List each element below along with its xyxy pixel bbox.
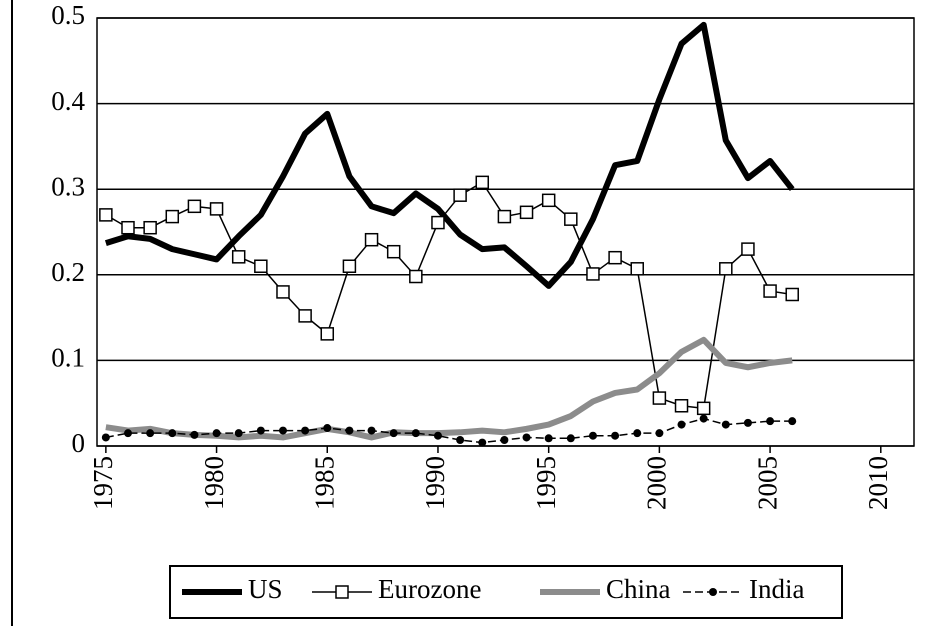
- point-marker: [544, 434, 553, 443]
- point-marker: [364, 232, 379, 247]
- x-tick-label: 2000: [642, 456, 672, 510]
- point-marker: [611, 431, 620, 440]
- point-marker: [788, 417, 797, 426]
- point-marker: [101, 433, 110, 442]
- point-marker: [588, 431, 597, 440]
- point-marker: [234, 429, 243, 438]
- point-marker: [655, 429, 664, 438]
- legend-label: US: [248, 574, 283, 604]
- legend-marker: [335, 585, 349, 599]
- point-marker: [741, 242, 755, 256]
- point-marker: [168, 429, 177, 438]
- point-marker: [187, 199, 202, 214]
- x-tick-label: 1995: [531, 456, 561, 510]
- x-tick-label: 2010: [863, 456, 893, 510]
- point-marker: [478, 438, 487, 447]
- point-marker: [146, 429, 155, 438]
- point-marker: [586, 267, 600, 281]
- point-marker: [608, 250, 622, 265]
- point-marker: [320, 327, 335, 341]
- point-marker: [763, 284, 777, 298]
- legend-label: India: [749, 574, 804, 604]
- y-tick-label: 0.2: [51, 257, 85, 287]
- point-marker: [674, 399, 689, 413]
- legend-marker: [709, 588, 717, 596]
- x-tick-label: 1990: [420, 456, 450, 510]
- x-tick-label: 1975: [88, 456, 118, 510]
- point-marker: [456, 436, 465, 445]
- point-marker: [475, 175, 490, 190]
- point-marker: [785, 287, 799, 302]
- point-marker: [123, 429, 132, 438]
- series-line: [105, 336, 793, 441]
- point-marker: [677, 420, 686, 429]
- point-marker: [719, 262, 733, 276]
- point-marker: [497, 209, 512, 224]
- x-tick-label: 1980: [199, 456, 229, 510]
- legend-box: [169, 565, 843, 619]
- point-marker: [699, 414, 708, 423]
- point-marker: [276, 285, 290, 299]
- point-marker: [256, 426, 265, 435]
- y-tick-label: 0.4: [51, 86, 85, 116]
- point-marker: [212, 429, 221, 438]
- point-marker: [433, 431, 442, 440]
- point-marker: [652, 391, 667, 405]
- legend-label: Eurozone: [378, 574, 481, 604]
- point-marker: [633, 429, 642, 438]
- point-marker: [99, 208, 113, 222]
- y-tick-label: 0.5: [51, 0, 85, 30]
- plot-border: [96, 17, 915, 447]
- point-marker: [522, 433, 531, 442]
- y-tick-label: 0: [72, 428, 86, 458]
- point-marker: [143, 220, 157, 235]
- point-marker: [342, 259, 357, 273]
- point-marker: [566, 434, 575, 443]
- point-marker: [743, 418, 752, 427]
- point-marker: [500, 436, 509, 445]
- y-tick-label: 0.3: [51, 171, 85, 201]
- point-marker: [345, 426, 354, 435]
- y-tick-label: 0.1: [51, 343, 85, 373]
- point-marker: [278, 426, 287, 435]
- point-marker: [696, 401, 711, 416]
- point-marker: [409, 269, 423, 284]
- point-marker: [519, 205, 534, 220]
- series-line: [104, 21, 795, 289]
- x-tick-label: 2005: [752, 456, 782, 510]
- point-marker: [323, 424, 332, 433]
- point-marker: [453, 188, 467, 202]
- point-marker: [411, 429, 420, 438]
- legend-label: China: [606, 574, 671, 604]
- point-marker: [541, 193, 556, 208]
- point-marker: [231, 250, 246, 264]
- point-marker: [389, 429, 398, 438]
- point-marker: [165, 209, 180, 224]
- point-marker: [564, 212, 578, 226]
- point-marker: [121, 220, 135, 235]
- point-marker: [298, 309, 312, 323]
- point-marker: [431, 215, 445, 230]
- x-tick-label: 1985: [309, 456, 339, 510]
- point-marker: [367, 426, 376, 435]
- point-marker: [209, 202, 224, 216]
- point-marker: [254, 259, 268, 273]
- series-line: [105, 181, 793, 410]
- point-marker: [630, 262, 644, 276]
- point-marker: [766, 417, 775, 426]
- point-marker: [190, 430, 199, 439]
- point-marker: [721, 420, 730, 429]
- point-marker: [386, 244, 401, 259]
- point-marker: [301, 426, 310, 435]
